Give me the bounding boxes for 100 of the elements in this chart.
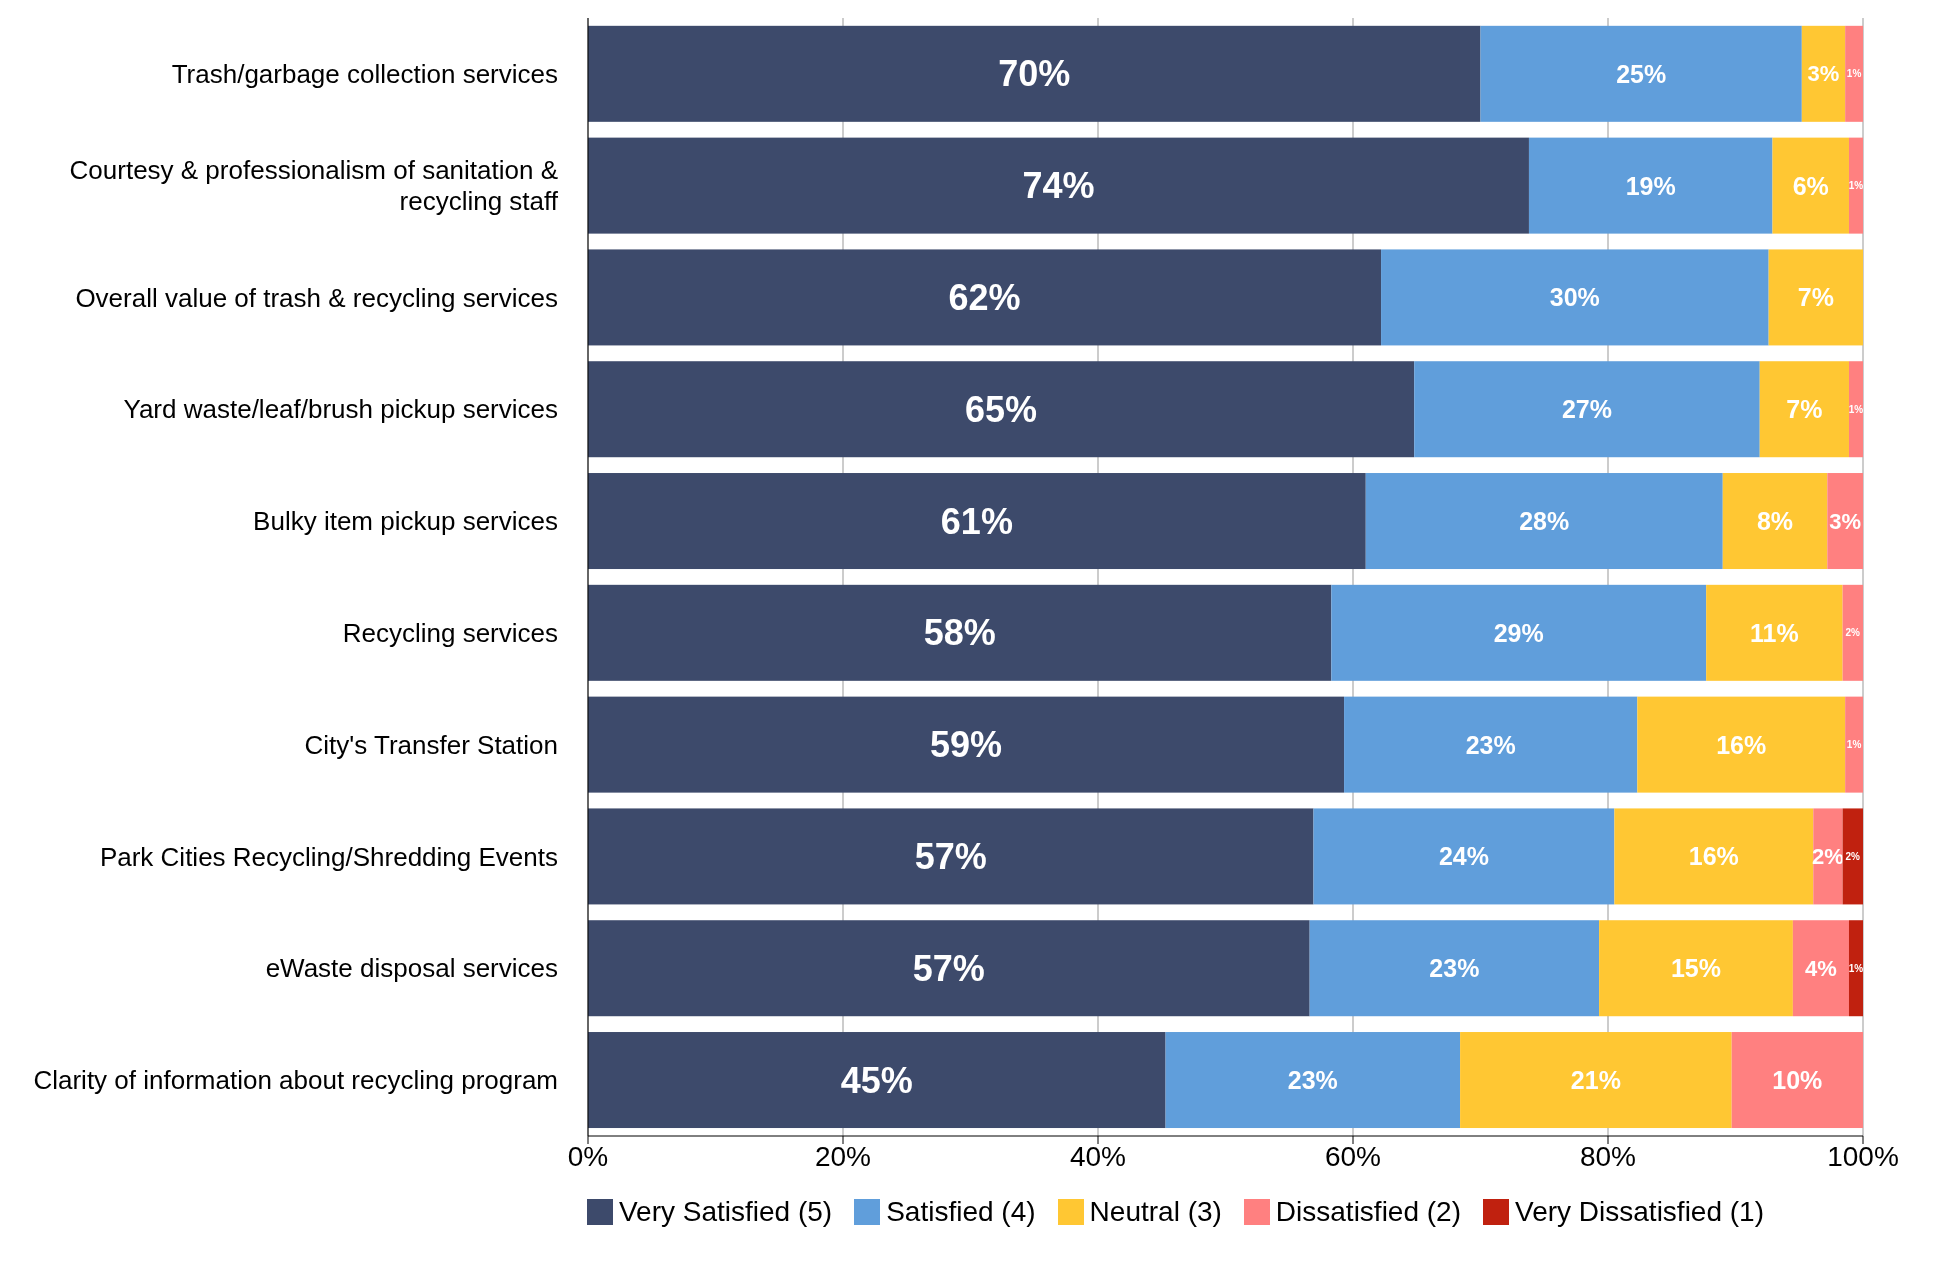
data-label: 7% (1786, 395, 1823, 424)
bar (1460, 1032, 1732, 1129)
data-label: 1% (1848, 180, 1864, 192)
bar (588, 696, 1345, 793)
legend-label: Very Dissatisfied (1) (1515, 1196, 1764, 1228)
bar (1768, 249, 1863, 346)
bar (588, 473, 1366, 570)
y-tick-label: Clarity of information about recycling program (33, 1065, 558, 1096)
data-label: 8% (1756, 507, 1794, 536)
bar (1842, 584, 1863, 681)
data-label: 3% (1829, 508, 1862, 534)
data-label: 7% (1797, 283, 1834, 312)
data-label: 30% (1549, 283, 1600, 312)
y-tick-label: eWaste disposal services (265, 953, 558, 984)
bar (588, 808, 1314, 905)
bar (1614, 808, 1814, 905)
bar (588, 584, 1332, 681)
data-label: 1% (1848, 962, 1864, 974)
y-tick-label: Park Cities Recycling/Shredding Events (99, 841, 558, 872)
data-label: 29% (1493, 618, 1544, 647)
data-label: 57% (914, 835, 987, 877)
bar (1365, 473, 1723, 570)
data-label: 2% (1845, 850, 1861, 862)
bar (1165, 1032, 1461, 1129)
data-label: 1% (1846, 739, 1862, 751)
data-label: 3% (1807, 61, 1840, 87)
bar (1381, 249, 1769, 346)
bar (1637, 696, 1846, 793)
legend-label: Satisfied (4) (886, 1196, 1036, 1228)
data-label: 58% (923, 612, 996, 654)
data-label: 62% (948, 276, 1021, 318)
legend-label: Dissatisfied (2) (1275, 1196, 1462, 1228)
bar (588, 137, 1529, 234)
bar (1331, 584, 1707, 681)
bar (1309, 920, 1600, 1017)
bar (1731, 1032, 1863, 1129)
data-label: 70% (998, 53, 1071, 95)
x-tick-label: 80% (1579, 1140, 1637, 1172)
x-tick-label: 20% (814, 1140, 872, 1172)
bar (1528, 137, 1773, 234)
y-tick-label: Yard waste/leaf/brush pickup services (123, 394, 558, 425)
data-label: 15% (1670, 954, 1721, 983)
bar (1414, 361, 1760, 458)
data-label: 16% (1688, 842, 1739, 871)
x-tick-label: 0% (567, 1140, 609, 1172)
bar (1599, 920, 1793, 1017)
data-label: 25% (1616, 59, 1667, 88)
data-label: 28% (1519, 507, 1570, 536)
data-label: 27% (1561, 395, 1612, 424)
bar (1842, 808, 1863, 905)
data-label: 24% (1438, 842, 1489, 871)
bar (1848, 137, 1863, 234)
bar (1845, 25, 1863, 122)
data-label: 16% (1716, 730, 1767, 759)
data-label: 57% (912, 947, 985, 989)
legend-label: Neutral (3) (1089, 1196, 1222, 1228)
x-tick-label: 40% (1069, 1140, 1127, 1172)
bar (1313, 808, 1615, 905)
bar (588, 361, 1415, 458)
y-tick-label: Bulky item pickup services (253, 506, 558, 537)
bar (1845, 696, 1863, 793)
data-label: 1% (1846, 68, 1862, 80)
data-label: 45% (840, 1059, 913, 1101)
bar (588, 920, 1310, 1017)
data-label: 23% (1287, 1066, 1338, 1095)
y-tick-label: Trash/garbage collection services (171, 58, 558, 89)
bar (1759, 361, 1849, 458)
legend-label: Very Satisfied (5) (618, 1196, 833, 1228)
data-label: 23% (1465, 730, 1516, 759)
data-label: 10% (1772, 1066, 1823, 1095)
data-label: 6% (1792, 171, 1829, 200)
data-label: 2% (1845, 627, 1861, 639)
bar (1827, 473, 1863, 570)
bar (1792, 920, 1849, 1017)
bar (588, 1032, 1166, 1129)
y-tick-label: Overall value of trash & recycling services (75, 282, 558, 313)
bar (588, 25, 1481, 122)
bar (588, 249, 1382, 346)
bar (1344, 696, 1638, 793)
bar (1801, 25, 1846, 122)
data-label: 59% (930, 724, 1003, 766)
x-tick-label: 60% (1324, 1140, 1382, 1172)
bar (1722, 473, 1828, 570)
y-tick-label: City's Transfer Station (304, 729, 558, 760)
data-label: 1% (1848, 403, 1864, 415)
data-label: 65% (965, 388, 1038, 430)
data-label: 19% (1625, 171, 1676, 200)
data-label: 74% (1022, 165, 1095, 207)
y-tick-label: Courtesy & professionalism of sanitation & recycling staff (69, 155, 559, 217)
data-label: 23% (1429, 954, 1480, 983)
data-label: 4% (1805, 955, 1837, 981)
data-label: 11% (1750, 618, 1799, 647)
bar (1848, 920, 1863, 1017)
bar (1848, 361, 1863, 458)
bar (1706, 584, 1843, 681)
y-tick-label: Recycling services (342, 617, 558, 648)
bar (1772, 137, 1849, 234)
data-label: 61% (940, 500, 1013, 542)
bar (1480, 25, 1802, 122)
x-tick-label: 100% (1827, 1140, 1899, 1172)
